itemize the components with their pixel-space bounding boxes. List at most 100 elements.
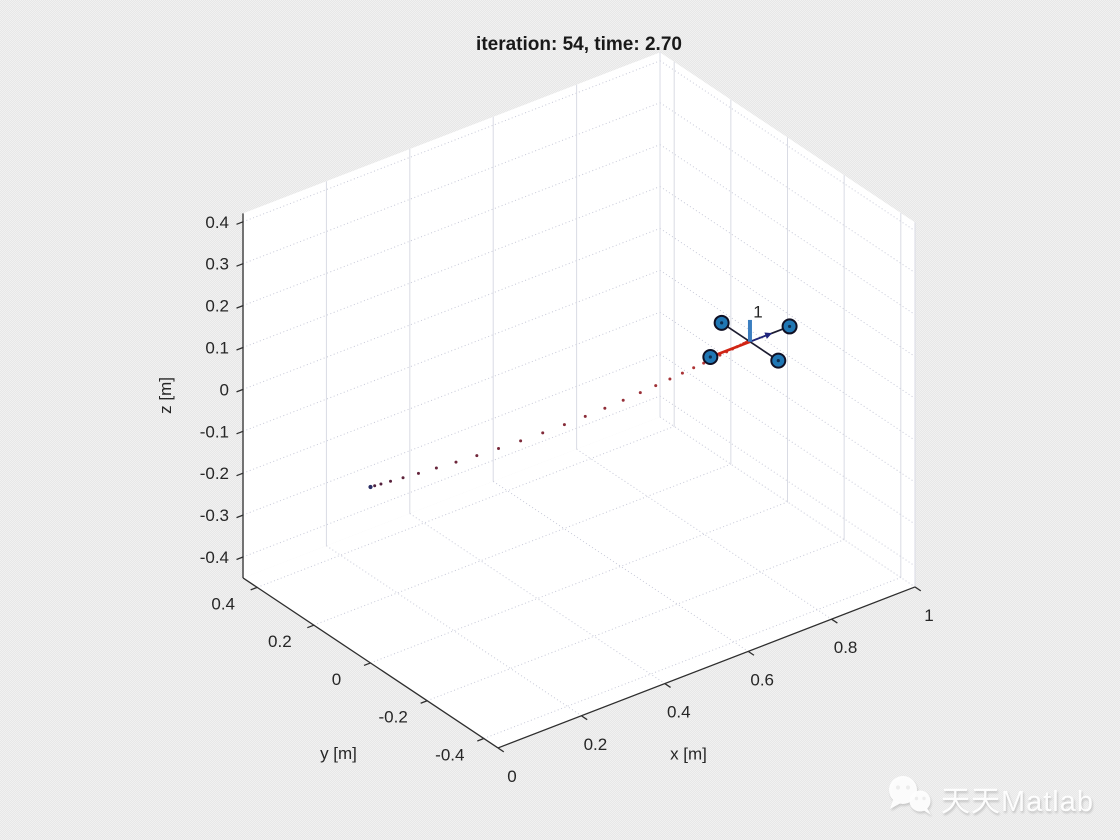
trajectory-dot bbox=[638, 391, 642, 395]
x-tick-label: 0.2 bbox=[584, 735, 608, 754]
grid-line-z bbox=[242, 269, 661, 432]
grid-line-z bbox=[659, 311, 916, 483]
grid-line-z bbox=[242, 311, 661, 474]
grid-line-z bbox=[242, 60, 661, 223]
trajectory-dot bbox=[583, 414, 587, 418]
grid-line-z bbox=[659, 60, 916, 232]
z-tick-label: -0.3 bbox=[200, 506, 229, 525]
grid-line-z bbox=[659, 227, 916, 399]
x-tick-mark bbox=[831, 618, 838, 624]
heading-arrow-head bbox=[764, 332, 773, 339]
z-tick-label: 0.3 bbox=[205, 255, 229, 274]
trajectory-dot bbox=[389, 479, 393, 483]
quadcopter-id-label: 1 bbox=[753, 303, 762, 322]
z-tick-mark bbox=[236, 556, 244, 561]
trajectory-dot bbox=[668, 377, 672, 381]
z-tick-mark bbox=[236, 221, 244, 225]
x-axis-line bbox=[497, 586, 916, 749]
trajectory-dot bbox=[519, 439, 523, 443]
z-tick-label: 0.1 bbox=[205, 338, 229, 357]
grid-line-z bbox=[242, 102, 661, 265]
trajectory-start-marker bbox=[368, 484, 373, 490]
x-tick-label: 0.6 bbox=[750, 670, 774, 689]
x-tick-label: 0.8 bbox=[834, 638, 858, 657]
trajectory-dot bbox=[416, 471, 420, 475]
trajectory-dot bbox=[654, 384, 658, 388]
x-tick-label: 0.4 bbox=[667, 703, 691, 722]
grid-line-z bbox=[242, 186, 661, 348]
trajectory-dot bbox=[475, 454, 479, 458]
y-tick-mark bbox=[250, 586, 258, 591]
trajectory-dot bbox=[454, 460, 458, 464]
trajectory-dot bbox=[379, 482, 383, 486]
grid-line-y-floor bbox=[256, 425, 675, 588]
x-tick-mark bbox=[497, 747, 505, 753]
z-axis-label: z [m] bbox=[156, 377, 175, 414]
z-tick-label: -0.1 bbox=[200, 422, 229, 441]
y-tick-mark bbox=[420, 700, 428, 704]
grid-line-z bbox=[659, 144, 916, 316]
quadcopter-rotor-hub bbox=[720, 321, 724, 325]
z-tick-label: -0.4 bbox=[200, 548, 229, 567]
grid-line-x-floor bbox=[659, 416, 916, 588]
grid-line-y-floor bbox=[313, 463, 732, 626]
grid-line-x-floor bbox=[409, 513, 666, 684]
trajectory-dot bbox=[541, 431, 545, 435]
axes-wall-left bbox=[243, 52, 661, 578]
trajectory-dot bbox=[603, 406, 607, 410]
grid-line-y-floor bbox=[426, 539, 845, 702]
grid-line-y-floor bbox=[483, 577, 902, 739]
quadcopter-rotor-hub bbox=[708, 355, 712, 359]
trajectory-dot bbox=[680, 371, 684, 375]
z-tick-mark bbox=[236, 472, 244, 477]
x-tick-mark bbox=[914, 586, 922, 592]
x-axis-label: x [m] bbox=[670, 744, 707, 763]
z-tick-mark bbox=[236, 388, 244, 393]
x-tick-label: 1 bbox=[924, 606, 933, 625]
plot-title: iteration: 54, time: 2.70 bbox=[476, 34, 682, 55]
heading-arrow-shaft bbox=[749, 334, 768, 343]
grid-line-y-floor bbox=[370, 501, 788, 664]
y-axis-label: y [m] bbox=[320, 744, 357, 763]
z-tick-label: -0.2 bbox=[200, 464, 229, 483]
z-tick-label: 0 bbox=[220, 380, 229, 399]
y-tick-label: 0 bbox=[332, 670, 341, 689]
x-tick-mark bbox=[747, 650, 755, 656]
grid-line-z bbox=[659, 395, 916, 567]
trajectory-dot bbox=[373, 484, 377, 488]
grid-line-x-floor bbox=[492, 480, 749, 652]
trajectory-dot bbox=[497, 446, 501, 450]
trajectory-dot bbox=[562, 423, 566, 427]
z-tick-mark bbox=[236, 304, 244, 309]
grid-line-z bbox=[242, 144, 661, 307]
z-tick-mark bbox=[236, 263, 244, 267]
x-tick-label: 0 bbox=[507, 767, 516, 786]
trajectory-dot bbox=[692, 366, 696, 370]
z-tick-mark bbox=[236, 430, 244, 435]
y-tick-label: 0.2 bbox=[268, 632, 292, 651]
z-tick-mark bbox=[236, 514, 244, 519]
z-tick-label: 0.4 bbox=[205, 213, 229, 232]
trajectory-dot bbox=[401, 476, 405, 480]
grid-line-z bbox=[242, 395, 661, 558]
quadcopter-rotor-hub bbox=[787, 324, 792, 329]
grid-line-z bbox=[242, 353, 661, 516]
grid-line-z bbox=[659, 269, 916, 441]
y-tick-mark bbox=[307, 624, 315, 629]
y-tick-label: -0.2 bbox=[379, 708, 408, 727]
grid-line-z bbox=[242, 227, 661, 390]
grid-line-z bbox=[659, 353, 916, 525]
y-tick-mark bbox=[363, 662, 371, 667]
grid-line-z bbox=[659, 102, 916, 274]
quadcopter-rotor-hub bbox=[776, 359, 780, 363]
grid-line-z bbox=[659, 186, 916, 357]
z-tick-label: 0.2 bbox=[205, 297, 229, 316]
x-tick-mark bbox=[581, 715, 588, 721]
y-tick-label: -0.4 bbox=[435, 746, 464, 765]
y-tick-mark bbox=[477, 737, 485, 742]
grid-line-x-floor bbox=[576, 448, 832, 620]
x-tick-mark bbox=[664, 683, 671, 688]
y-tick-label: 0.4 bbox=[211, 594, 235, 613]
